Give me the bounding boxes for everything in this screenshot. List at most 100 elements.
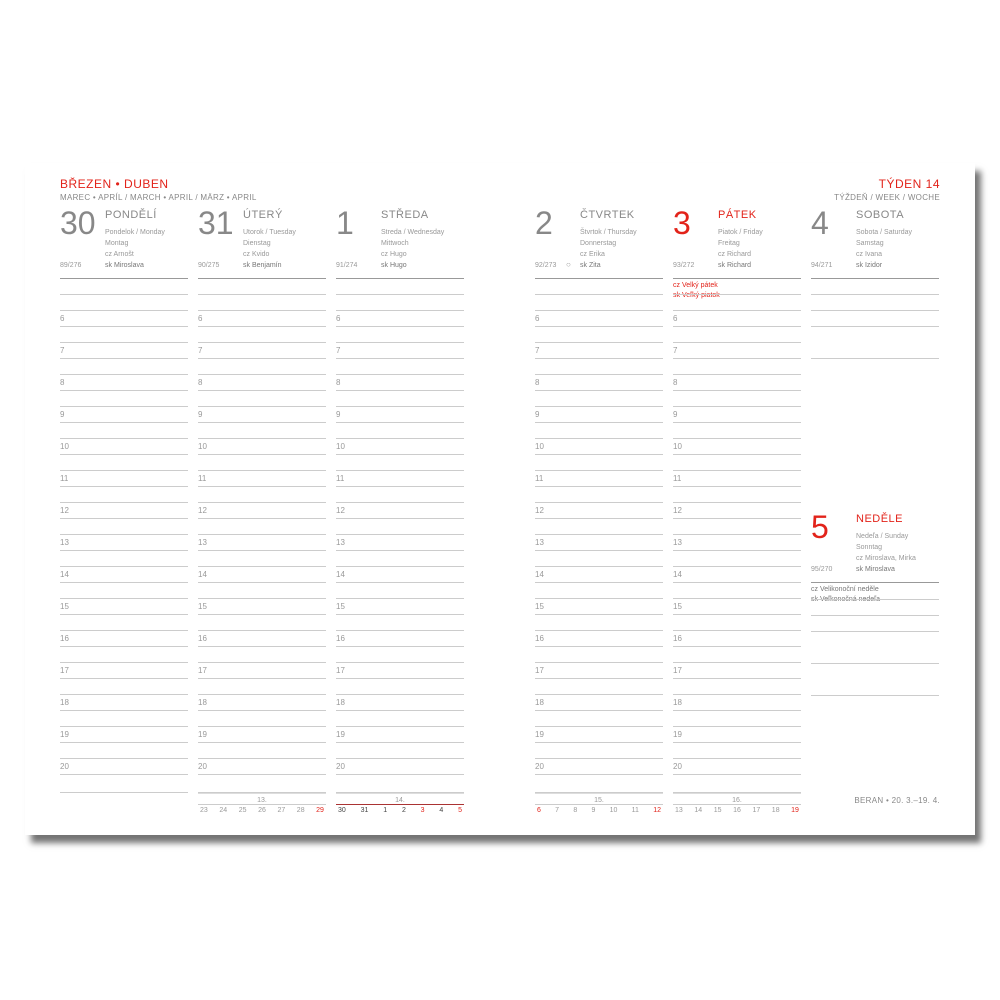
mini-day[interactable]: 15 (713, 807, 722, 814)
mini-day[interactable]: 7 (555, 807, 560, 814)
hour-label: 15 (336, 602, 345, 611)
mini-day[interactable]: 24 (219, 807, 228, 814)
mini-day[interactable]: 26 (258, 807, 266, 814)
day-sub1: Utorok / Tuesday (243, 229, 296, 236)
mini-day[interactable]: 18 (771, 807, 780, 814)
mini-day[interactable]: 29 (316, 807, 324, 814)
writing-line (198, 726, 326, 727)
hour-label: 19 (535, 730, 544, 739)
writing-line (198, 278, 326, 279)
mini-day[interactable]: 9 (591, 807, 596, 814)
mini-day[interactable]: 5 (458, 807, 462, 814)
mini-day[interactable]: 2 (401, 807, 406, 814)
writing-line (198, 470, 326, 471)
writing-line (60, 342, 188, 343)
writing-line (673, 310, 801, 311)
writing-line (673, 406, 801, 407)
mini-day[interactable]: 14 (694, 807, 703, 814)
hour-label: 20 (198, 762, 207, 771)
day-sub2: Sonntag (856, 544, 883, 551)
writing-line (673, 742, 801, 743)
writing-line (673, 358, 801, 359)
mini-day[interactable]: 23 (200, 807, 208, 814)
mini-day[interactable]: 13 (675, 807, 683, 814)
holiday-text: cz Velikonoční neděle (811, 586, 879, 593)
writing-line (60, 470, 188, 471)
day-ord: 93/272 (673, 262, 695, 269)
writing-line (673, 614, 801, 615)
writing-line (198, 422, 326, 423)
day-cz: cz Ivana (856, 251, 883, 258)
hour-label: 14 (535, 570, 544, 579)
writing-line (673, 470, 801, 471)
writing-line (336, 614, 464, 615)
mini-day[interactable]: 16 (733, 807, 741, 814)
mini-day[interactable]: 25 (238, 807, 247, 814)
hour-label: 13 (198, 538, 207, 547)
writing-line (60, 454, 188, 455)
mini-day[interactable]: 30 (338, 807, 346, 814)
mini-day[interactable]: 6 (537, 807, 541, 814)
writing-line (336, 486, 464, 487)
hour-label: 16 (60, 634, 69, 643)
hour-label: 8 (198, 378, 203, 387)
hour-label: 10 (673, 442, 682, 451)
hour-label: 6 (535, 314, 540, 323)
day-name: STŘEDA (381, 209, 429, 221)
writing-line (60, 726, 188, 727)
writing-line (535, 326, 663, 327)
writing-line (673, 792, 801, 793)
writing-line (535, 390, 663, 391)
writing-line (673, 326, 801, 327)
day-sk: sk Miroslava (105, 262, 144, 269)
hour-label: 17 (198, 666, 207, 675)
mini-day[interactable]: 1 (383, 807, 388, 814)
day-ord: 94/271 (811, 262, 833, 269)
day-cz: cz Richard (718, 251, 752, 258)
day-sk: sk Hugo (381, 262, 407, 269)
mini-day[interactable]: 3 (420, 807, 425, 814)
day-name: ČTVRTEK (580, 209, 635, 221)
writing-line (198, 438, 326, 439)
mini-day[interactable]: 17 (752, 807, 761, 814)
mini-day[interactable]: 27 (277, 807, 286, 814)
writing-line (535, 406, 663, 407)
writing-line (60, 550, 188, 551)
writing-line (336, 374, 464, 375)
mini-day[interactable]: 8 (573, 807, 578, 814)
writing-line (60, 326, 188, 327)
mini-day[interactable]: 28 (296, 807, 305, 814)
week-title: TÝDEN 14 (878, 177, 940, 191)
mini-day[interactable]: 10 (609, 807, 618, 814)
mini-day[interactable]: 12 (653, 807, 661, 814)
hour-label: 9 (336, 410, 341, 419)
hour-label: 10 (198, 442, 207, 451)
writing-line (60, 662, 188, 663)
writing-line (198, 582, 326, 583)
mini-day[interactable]: 4 (439, 807, 444, 814)
writing-line (673, 390, 801, 391)
hour-label: 11 (198, 474, 207, 483)
writing-line (673, 662, 801, 663)
month-title: BŘEZEN • DUBEN (60, 177, 169, 191)
hour-label: 15 (535, 602, 544, 611)
hour-label: 19 (60, 730, 69, 739)
writing-line (535, 342, 663, 343)
writing-line (535, 278, 663, 279)
writing-line (336, 518, 464, 519)
mini-day[interactable]: 11 (631, 807, 639, 814)
writing-line (336, 710, 464, 711)
day-sub1: Streda / Wednesday (381, 229, 445, 236)
hour-label: 16 (336, 634, 345, 643)
writing-line (811, 358, 939, 359)
day-cz: cz Arnošt (105, 251, 134, 258)
mini-day[interactable]: 31 (360, 807, 369, 814)
day-name: NEDĚLE (856, 513, 904, 525)
writing-line (535, 566, 663, 567)
day-sub2: Mittwoch (381, 240, 409, 247)
writing-line (535, 470, 663, 471)
hour-label: 11 (673, 474, 682, 483)
writing-line (60, 792, 188, 793)
writing-line (673, 566, 801, 567)
mini-day[interactable]: 19 (791, 807, 799, 814)
